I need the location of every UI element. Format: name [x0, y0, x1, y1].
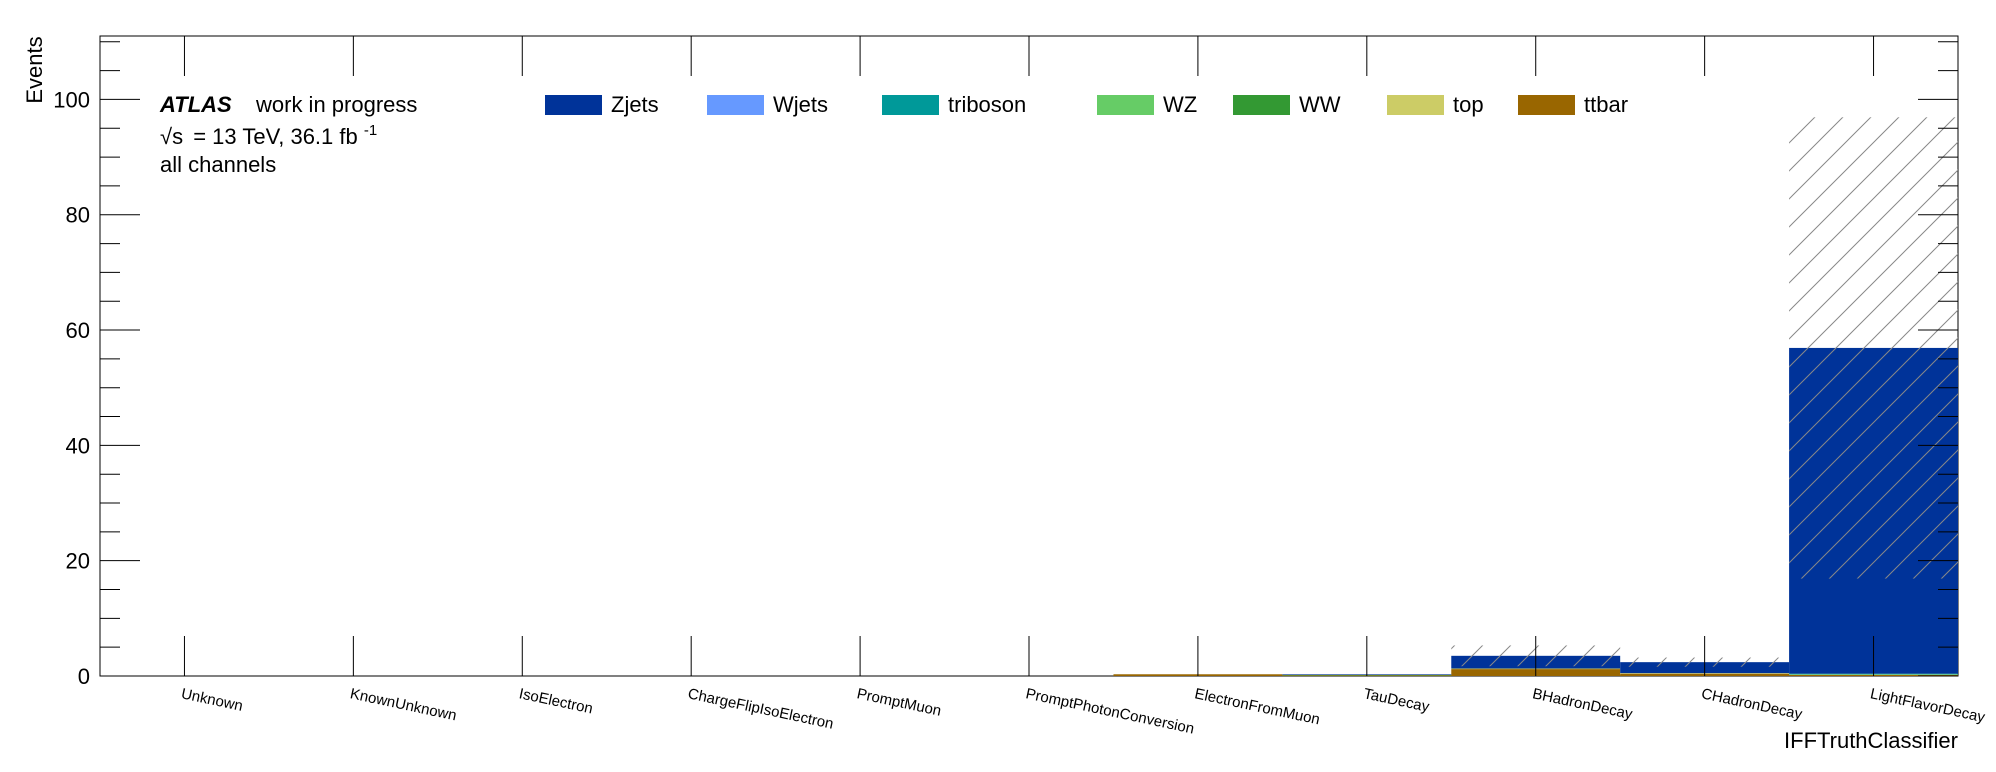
work-in-progress-label: work in progress	[255, 92, 417, 117]
legend: Zjets Wjets triboson WZ WW top ttbar	[545, 92, 1628, 117]
y-tick-label: 60	[66, 318, 90, 343]
x-tick-label: Unknown	[180, 685, 245, 715]
y-tick-label: 0	[78, 664, 90, 689]
x-axis-label: IFFTruthClassifier	[1784, 728, 1958, 753]
x-tick-label: CHadronDecay	[1700, 685, 1804, 723]
sqrt-s-symbol: √s	[160, 124, 183, 149]
legend-swatch-Zjets	[545, 95, 602, 115]
x-tick-label: KnownUnknown	[349, 685, 459, 724]
y-tick-label: 100	[53, 87, 90, 112]
energy-text: = 13 TeV, 36.1 fb	[193, 124, 358, 149]
uncertainty-band-LightFlavorDecay	[1789, 117, 1958, 579]
y-tick-label: 40	[66, 433, 90, 458]
y-tick-label: 80	[66, 203, 90, 228]
x-tick-label: TauDecay	[1362, 685, 1431, 716]
atlas-label: ATLAS	[159, 92, 232, 117]
uncertainty-layer	[1451, 117, 1958, 667]
y-axis-label: Events	[22, 36, 47, 103]
x-tick-label: BHadronDecay	[1531, 685, 1635, 723]
channels-label: all channels	[160, 152, 276, 177]
legend-label-Zjets: Zjets	[611, 92, 659, 117]
legend-swatch-WZ	[1097, 95, 1154, 115]
plot-frame	[99, 35, 1959, 677]
legend-swatch-top	[1387, 95, 1444, 115]
x-tick-label: PromptPhotonConversion	[1024, 685, 1196, 737]
x-tick-label: ElectronFromMuon	[1193, 685, 1321, 728]
legend-label-top: top	[1453, 92, 1484, 117]
x-tick-label: IsoElectron	[517, 685, 594, 717]
y-axis-ticks: 0 20 40 60 80 100	[53, 41, 1958, 689]
lumi-exponent: -1	[364, 122, 377, 139]
legend-label-WZ: WZ	[1163, 92, 1197, 117]
energy-lumi-label: √s = 13 TeV, 36.1 fb -1	[160, 122, 377, 149]
legend-label-Wjets: Wjets	[773, 92, 828, 117]
legend-label-ttbar: ttbar	[1584, 92, 1628, 117]
y-tick-label: 20	[66, 549, 90, 574]
legend-swatch-WW	[1233, 95, 1290, 115]
legend-label-triboson: triboson	[948, 92, 1026, 117]
legend-swatch-ttbar	[1518, 95, 1575, 115]
legend-swatch-triboson	[882, 95, 939, 115]
x-tick-label: PromptMuon	[855, 685, 943, 719]
x-tick-label: LightFlavorDecay	[1869, 685, 1987, 726]
legend-label-WW: WW	[1299, 92, 1341, 117]
x-tick-label: ChargeFlipIsoElectron	[686, 685, 835, 732]
legend-swatch-Wjets	[707, 95, 764, 115]
